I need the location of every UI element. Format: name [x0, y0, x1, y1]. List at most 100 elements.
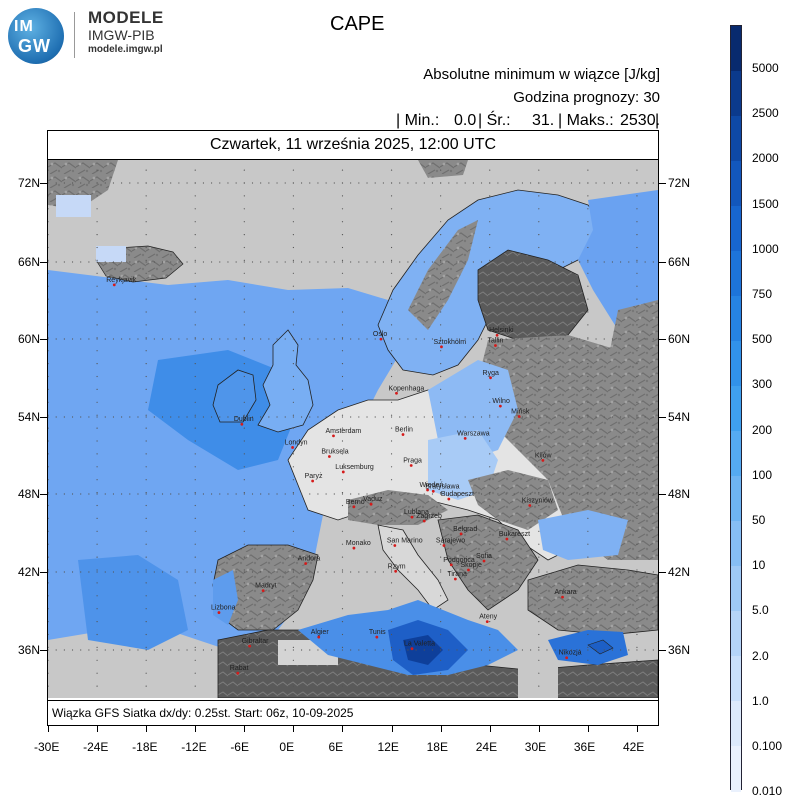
- graticule-dot: [145, 234, 147, 236]
- graticule-dot: [350, 649, 352, 651]
- city-marker: [447, 497, 451, 501]
- graticule-dot: [260, 338, 262, 340]
- graticule-dot: [284, 338, 286, 340]
- graticule-dot: [636, 234, 638, 236]
- graticule-dot: [587, 621, 589, 623]
- graticule-dot: [96, 350, 98, 352]
- lat-label-left: 54N: [18, 410, 41, 424]
- graticule-dot: [382, 416, 384, 418]
- graticule-dot: [145, 479, 147, 481]
- colorbar-segment: [731, 521, 741, 567]
- graticule-dot: [440, 504, 442, 507]
- graticule-dot: [628, 338, 630, 340]
- graticule-dot: [121, 571, 123, 573]
- graticule-dot: [570, 261, 573, 263]
- graticule-dot: [48, 479, 49, 481]
- graticule-dot: [96, 685, 98, 687]
- graticule-dot: [96, 427, 98, 429]
- graticule-dot: [579, 416, 581, 418]
- graticule-dot: [587, 453, 589, 455]
- graticule-dot: [636, 416, 638, 418]
- graticule-dot: [145, 363, 147, 365]
- graticule-dot: [407, 182, 409, 184]
- graticule-dot: [292, 350, 294, 352]
- graticule-dot: [194, 324, 196, 326]
- graticule-dot: [341, 543, 344, 545]
- brand-url[interactable]: modele.imgw.pl: [88, 44, 163, 55]
- graticule-dot: [538, 608, 540, 610]
- graticule-dot: [251, 261, 254, 263]
- graticule-dot: [472, 571, 474, 573]
- graticule-dot: [243, 453, 245, 455]
- graticule-dot: [243, 440, 245, 442]
- graticule-dot: [251, 182, 254, 184]
- graticule-dot: [292, 208, 294, 210]
- graticule-dot: [341, 169, 344, 171]
- graticule-dot: [579, 261, 581, 263]
- graticule-dot: [489, 338, 491, 340]
- graticule-dot: [390, 414, 393, 416]
- graticule-dot: [390, 556, 393, 558]
- graticule-dot: [243, 659, 245, 661]
- graticule-dot: [194, 363, 196, 365]
- graticule-dot: [48, 234, 49, 236]
- graticule-dot: [251, 338, 254, 340]
- graticule-dot: [390, 246, 393, 249]
- graticule-dot: [595, 649, 597, 651]
- graticule-dot: [390, 440, 393, 442]
- graticule-dot: [194, 543, 196, 545]
- graticule-dot: [489, 649, 491, 651]
- graticule-dot: [243, 504, 245, 507]
- graticule-dot: [390, 492, 393, 494]
- graticule-dot: [538, 169, 540, 171]
- graticule-dot: [570, 571, 573, 573]
- city-label: Andora: [298, 556, 321, 563]
- valid-date: Czwartek, 11 września 2025, 12:00 UTC: [48, 131, 658, 160]
- graticule-dot: [456, 338, 458, 340]
- graticule-dot: [440, 416, 442, 418]
- lon-tick: [587, 726, 589, 732]
- graticule-dot: [145, 221, 147, 223]
- graticule-dot: [382, 649, 384, 651]
- graticule-dot: [145, 261, 147, 263]
- graticule-dot: [390, 621, 393, 623]
- graticule-dot: [546, 261, 548, 263]
- graticule-dot: [636, 466, 638, 468]
- graticule-dot: [292, 633, 294, 636]
- graticule-dot: [636, 259, 638, 261]
- graticule-dot: [48, 504, 49, 507]
- graticule-dot: [292, 479, 294, 481]
- graticule-dot: [145, 608, 147, 610]
- graticule-dot: [611, 261, 614, 263]
- graticule-dot: [317, 416, 319, 418]
- graticule-dot: [153, 261, 155, 263]
- graticule-dot: [88, 261, 90, 263]
- graticule-dot: [292, 261, 294, 263]
- graticule-dot: [538, 440, 540, 442]
- colorbar-segment: [731, 476, 741, 522]
- lon-tick: [244, 726, 246, 732]
- cyprus: [587, 639, 614, 655]
- graticule-dot: [186, 338, 188, 340]
- graticule-dot: [178, 416, 180, 418]
- graticule-dot: [178, 261, 180, 263]
- graticule-dot: [170, 416, 172, 418]
- graticule-dot: [587, 350, 589, 352]
- graticule-dot: [431, 649, 434, 651]
- graticule-dot: [570, 416, 573, 418]
- colorbar-segment: [731, 26, 741, 72]
- graticule-dot: [341, 504, 344, 507]
- graticule-dot: [587, 259, 589, 261]
- lon-label: 24E: [475, 740, 498, 754]
- cape-map[interactable]: Reykjavik Oslo Sztokholm Helsinki Tallin Ryga…: [48, 160, 658, 698]
- graticule-dot: [472, 649, 474, 651]
- graticule-dot: [48, 621, 49, 623]
- graticule-dot: [390, 685, 393, 687]
- colorbar-segment: [731, 71, 741, 117]
- graticule-dot: [341, 221, 344, 223]
- lat-label-right: 42N: [668, 565, 691, 579]
- graticule-dot: [489, 633, 491, 636]
- graticule-dot: [96, 543, 98, 545]
- graticule-dot: [96, 492, 98, 494]
- graticule-dot: [211, 338, 213, 340]
